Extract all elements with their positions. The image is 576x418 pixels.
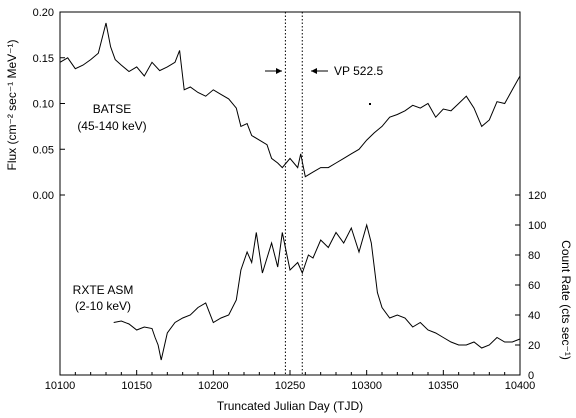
asm-series-line	[113, 223, 521, 361]
x-axis-label: Truncated Julian Day (TJD)	[217, 399, 363, 413]
x-tick-label: 10200	[198, 380, 229, 392]
x-tick-label: 10100	[45, 380, 76, 392]
x-tick-label: 10400	[505, 380, 536, 392]
right-tick-label: 20	[528, 340, 540, 352]
x-axis: 10100 10150 10200 10250 10300 10350 10400	[45, 370, 536, 392]
asm-annotation-line1: RXTE ASM	[73, 283, 134, 297]
vp-arrows	[265, 68, 328, 74]
left-tick-label: 0.05	[33, 144, 54, 156]
left-tick-label: 0.20	[33, 7, 54, 19]
right-tick-label: 100	[528, 220, 546, 232]
left-tick-label: 0.10	[33, 99, 54, 111]
stray-dot	[369, 103, 371, 105]
right-tick-label: 60	[528, 280, 540, 292]
asm-annotation-line2: (2-10 keV)	[75, 299, 131, 313]
vp-annotation-label: VP 522.5	[334, 64, 383, 78]
plot-frame	[59, 11, 521, 376]
left-tick-label: 0.00	[33, 190, 54, 202]
right-tick-label: 0	[528, 370, 534, 382]
x-tick-label: 10250	[275, 380, 306, 392]
right-axis-label: Count Rate (cts sec⁻¹)	[559, 240, 573, 360]
vp-right-arrowhead	[311, 68, 317, 74]
x-tick-label: 10150	[121, 380, 152, 392]
batse-annotation-line2: (45-140 keV)	[77, 119, 146, 133]
vp-left-arrowhead	[276, 68, 282, 74]
x-tick-label: 10350	[428, 380, 459, 392]
left-axis-label: Flux (cm⁻² sec⁻¹ MeV⁻¹)	[5, 39, 19, 170]
batse-annotation-line1: BATSE	[93, 102, 131, 116]
right-y-axis: 0 20 40 60 80 100 120	[515, 190, 546, 382]
right-tick-label: 40	[528, 310, 540, 322]
batse-series-line	[59, 22, 521, 178]
right-tick-label: 80	[528, 250, 540, 262]
left-tick-label: 0.15	[33, 53, 54, 65]
plot-border	[59, 11, 521, 376]
x-tick-label: 10300	[351, 380, 382, 392]
vp-marker-lines	[284, 12, 303, 375]
right-tick-label: 120	[528, 190, 546, 202]
left-y-axis: 0.00 0.05 0.10 0.15 0.20	[33, 7, 65, 202]
